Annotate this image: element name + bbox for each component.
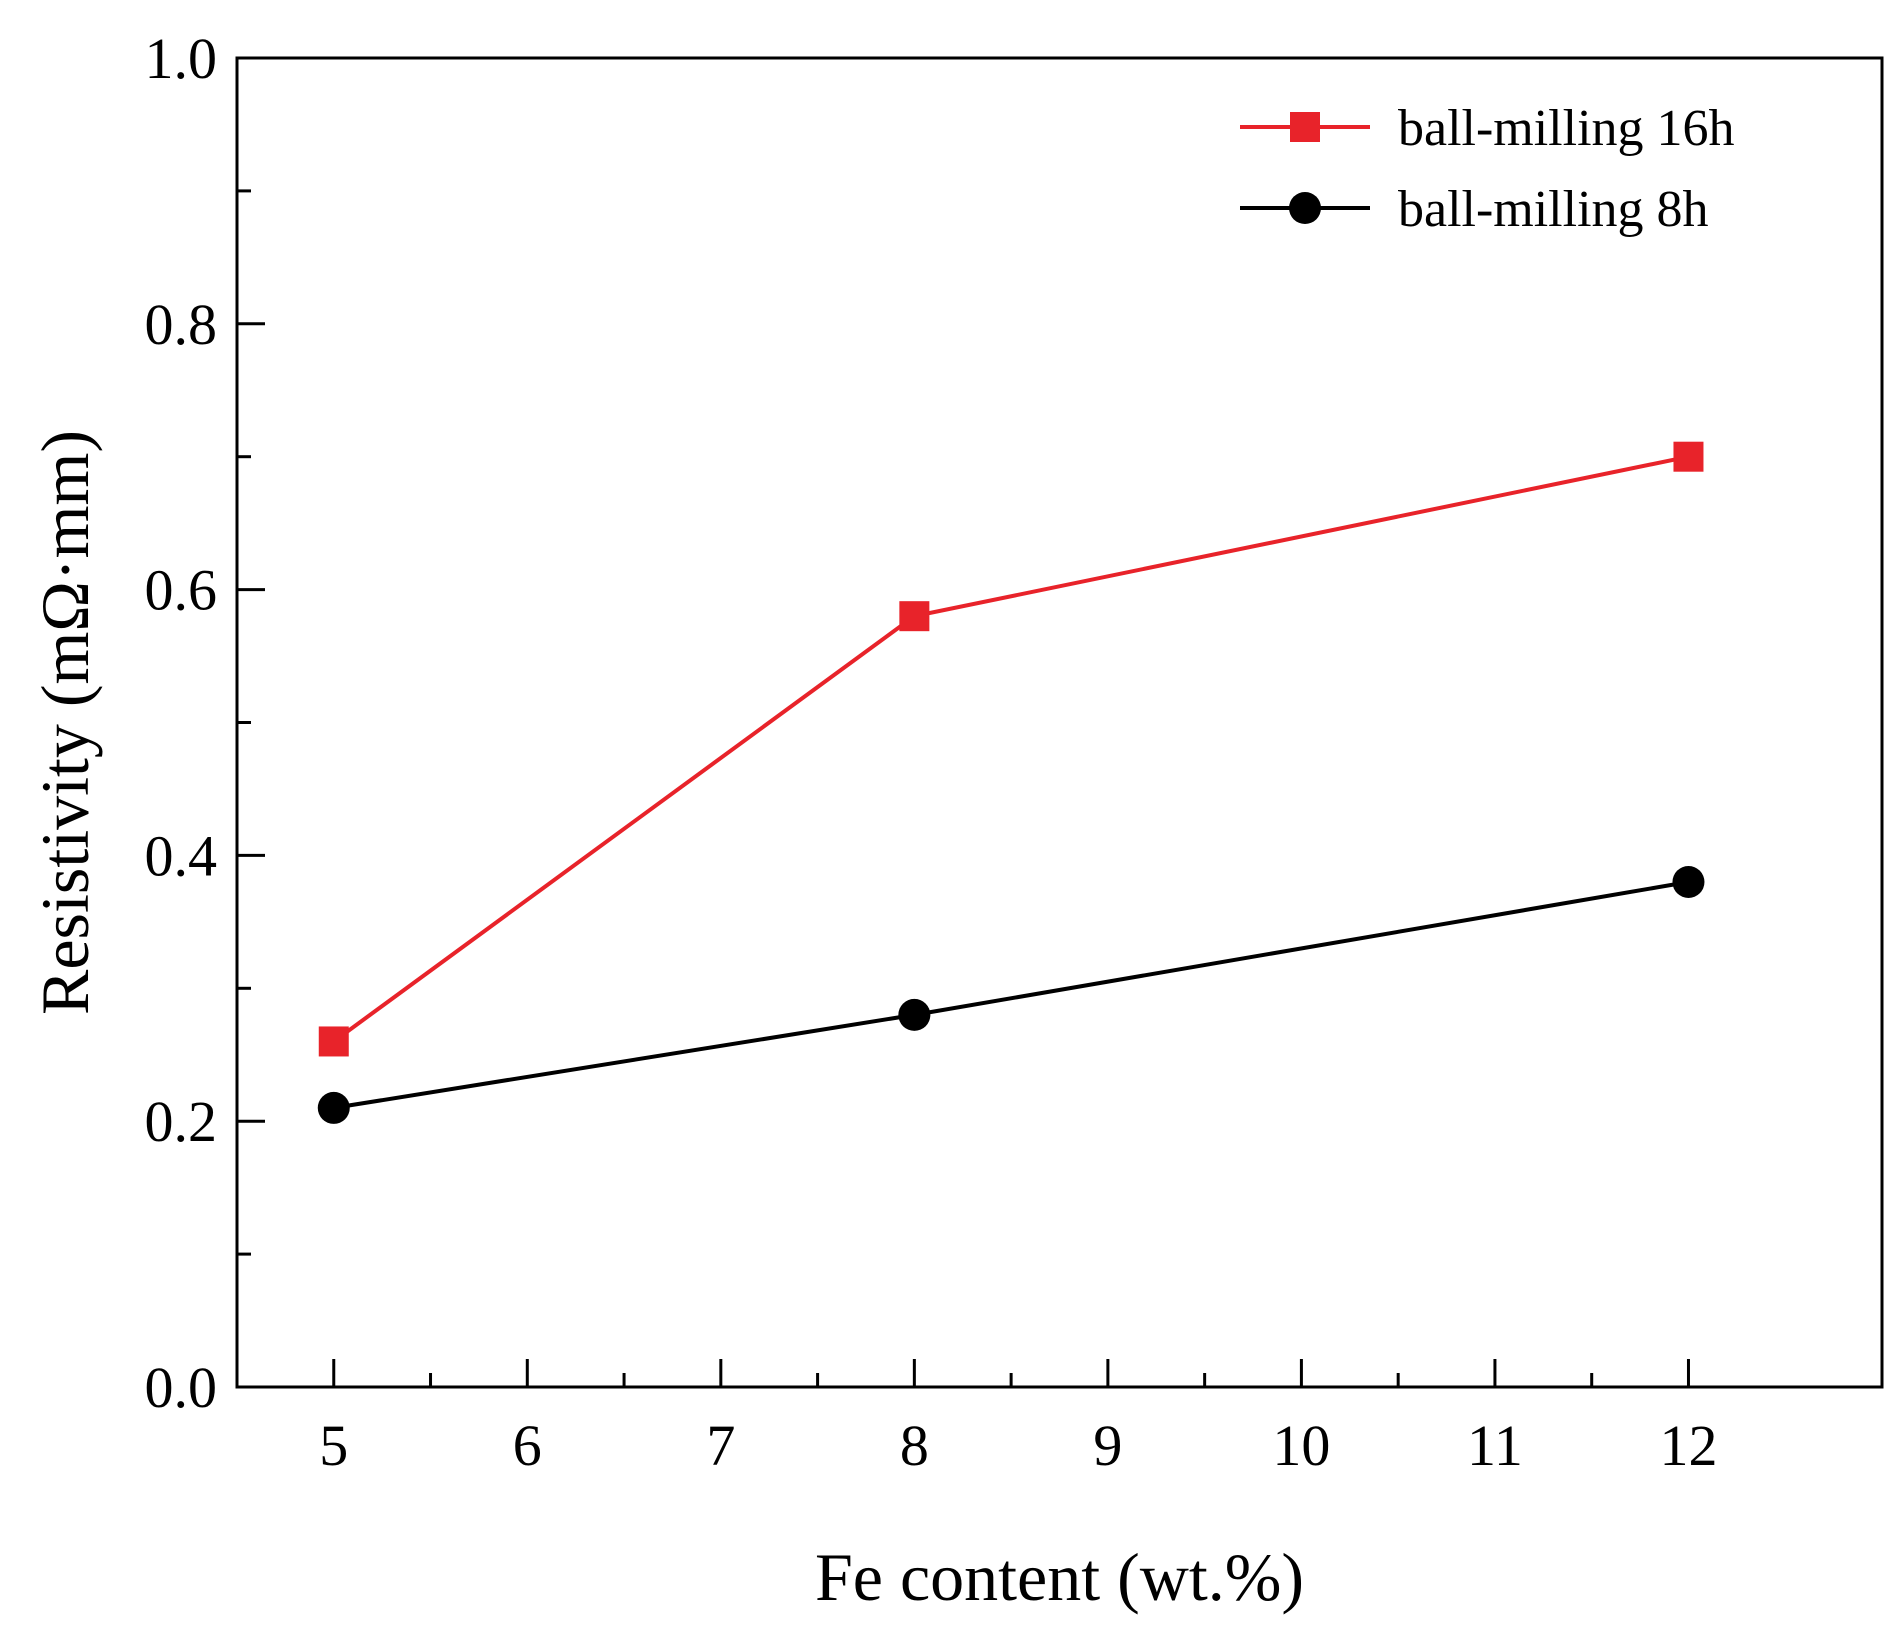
x-tick-label: 11 bbox=[1467, 1413, 1523, 1478]
legend-label: ball-milling 8h bbox=[1398, 181, 1709, 238]
legend-item-2: ball-milling 8h bbox=[1240, 181, 1709, 238]
x-tick-label: 6 bbox=[513, 1413, 542, 1478]
data-point-circle bbox=[898, 998, 931, 1031]
y-tick-label: 0.4 bbox=[145, 823, 218, 888]
plot-frame bbox=[235, 56, 1884, 1389]
x-tick-label: 8 bbox=[900, 1413, 929, 1478]
y-tick-label: 0.0 bbox=[145, 1355, 218, 1420]
series-layer bbox=[317, 441, 1705, 1124]
y-tick-label: 0.6 bbox=[145, 558, 218, 623]
axes: 5 6 7 8 9 10 11 12 0.0 0.2 0.4 0.6 0.8 1.0 bbox=[145, 26, 1884, 1478]
series-line bbox=[333, 880, 1689, 1110]
x-tick-label: 12 bbox=[1659, 1413, 1717, 1478]
series-line bbox=[332, 454, 1689, 1044]
data-point-circle bbox=[1672, 865, 1705, 898]
y-tick-label: 0.8 bbox=[145, 292, 218, 357]
legend-marker-square bbox=[1290, 112, 1320, 142]
y-tick-label: 0.2 bbox=[145, 1089, 218, 1154]
legend-marker-circle bbox=[1289, 192, 1321, 224]
legend: ball-milling 16h ball-milling 8h bbox=[1240, 100, 1735, 238]
y-tick-label: 1.0 bbox=[145, 26, 218, 91]
data-point-square bbox=[899, 601, 930, 632]
x-tick-label: 7 bbox=[706, 1413, 735, 1478]
x-tick-label: 10 bbox=[1272, 1413, 1330, 1478]
data-point-circle bbox=[317, 1091, 350, 1124]
data-point-square bbox=[1673, 441, 1704, 472]
series-2 bbox=[317, 865, 1705, 1124]
x-tick-label: 9 bbox=[1093, 1413, 1122, 1478]
series-1 bbox=[318, 441, 1704, 1057]
legend-item-1: ball-milling 16h bbox=[1240, 100, 1735, 157]
x-axis-title: Fe content (wt.%) bbox=[815, 1539, 1304, 1615]
data-point-square bbox=[318, 1026, 349, 1057]
x-tick-label: 5 bbox=[319, 1413, 348, 1478]
legend-label: ball-milling 16h bbox=[1398, 100, 1735, 157]
y-axis-title: Resistivity (mΩ·mm) bbox=[27, 430, 103, 1015]
